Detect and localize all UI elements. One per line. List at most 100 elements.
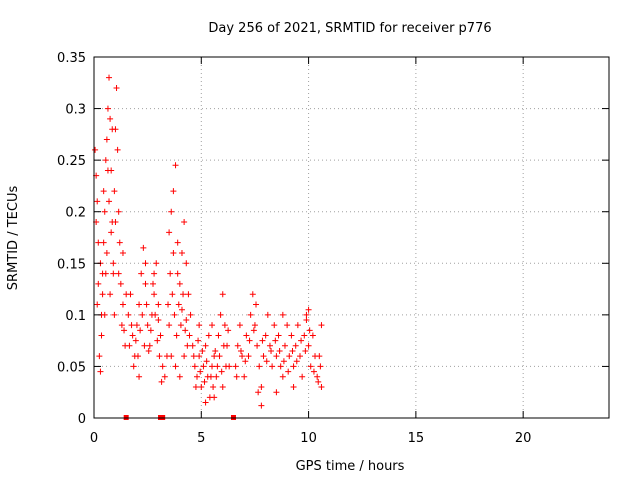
data-point (155, 301, 162, 308)
data-point (297, 353, 303, 360)
axis-ticks: 0 0.05 0.1 0.15 0.2 0.25 0.3 0.35 0 5 10 15 20 (57, 51, 609, 446)
grid-lines (94, 57, 609, 418)
data-point (275, 332, 282, 339)
data-point (316, 353, 323, 360)
data-point (144, 322, 151, 329)
data-point (127, 291, 134, 298)
data-point (285, 368, 292, 375)
data-point (293, 358, 300, 365)
data-point (110, 260, 117, 267)
data-point (205, 332, 212, 339)
x-tick-label: 15 (408, 431, 425, 446)
data-point (279, 311, 286, 318)
data-point (183, 317, 190, 324)
data-point (209, 322, 216, 329)
data-point (166, 229, 173, 236)
data-point (165, 301, 172, 308)
data-point (146, 342, 153, 349)
data-point (139, 311, 146, 318)
data-point (167, 270, 174, 277)
data-point (243, 332, 250, 339)
data-point (121, 327, 128, 334)
y-tick-label: 0.05 (57, 360, 86, 375)
data-point (98, 332, 105, 339)
data-point (289, 347, 296, 354)
data-point (173, 332, 180, 339)
data-point (95, 280, 102, 287)
data-point (97, 368, 104, 375)
data-point (254, 342, 261, 349)
data-point (171, 311, 178, 318)
data-point (94, 301, 101, 308)
data-point (96, 353, 103, 360)
data-point (249, 291, 256, 298)
data-point (111, 188, 118, 195)
data-point (184, 342, 191, 349)
data-point (104, 105, 111, 112)
data-point (140, 244, 147, 251)
data-point (194, 373, 200, 380)
data-point (137, 327, 144, 334)
data-point (152, 311, 159, 318)
data-point (185, 291, 192, 298)
data-point (255, 389, 262, 396)
data-point (119, 301, 126, 308)
data-point (107, 115, 114, 122)
y-tick-label: 0.2 (65, 206, 86, 221)
data-point (219, 384, 226, 391)
data-point (288, 332, 295, 339)
data-point (178, 249, 185, 256)
data-point (199, 347, 206, 354)
data-point (262, 332, 269, 339)
data-point (197, 368, 204, 375)
data-point (170, 188, 177, 195)
data-point (102, 157, 109, 164)
data-point (110, 270, 117, 277)
data-point (284, 322, 291, 329)
data-point (174, 239, 181, 246)
data-point (211, 353, 218, 360)
data-point (102, 270, 109, 277)
data-point (106, 74, 113, 81)
data-point (151, 291, 158, 298)
data-point (303, 311, 310, 318)
data-point (107, 291, 114, 298)
data-point (100, 239, 107, 246)
data-point (103, 136, 110, 143)
data-point (306, 327, 313, 334)
y-tick-label: 0.3 (65, 103, 86, 118)
data-point (200, 363, 207, 370)
data-point (292, 342, 299, 349)
data-point (172, 363, 179, 370)
data-point (151, 270, 158, 277)
data-point (141, 342, 148, 349)
data-point (125, 311, 132, 318)
data-point (266, 342, 273, 349)
data-point (180, 291, 187, 298)
data-point (182, 327, 189, 334)
data-point (104, 167, 111, 174)
data-point (302, 347, 309, 354)
data-point (294, 322, 301, 329)
data-point (241, 373, 248, 380)
data-point (219, 291, 226, 298)
data-point (276, 347, 283, 354)
data-point (273, 389, 280, 396)
data-point (136, 301, 143, 308)
data-point (247, 311, 254, 318)
x-tick-label: 20 (515, 431, 532, 446)
data-point (281, 342, 288, 349)
data-point (176, 280, 183, 287)
y-tick-label: 0.1 (65, 309, 86, 324)
data-point (161, 373, 168, 380)
data-point (178, 306, 185, 313)
data-point (176, 373, 183, 380)
x-tick-label: 5 (197, 431, 205, 446)
data-point (99, 291, 106, 298)
data-point (115, 208, 122, 215)
data-point (129, 332, 136, 339)
data-point (143, 301, 150, 308)
data-point (299, 373, 306, 380)
data-point (145, 347, 152, 354)
